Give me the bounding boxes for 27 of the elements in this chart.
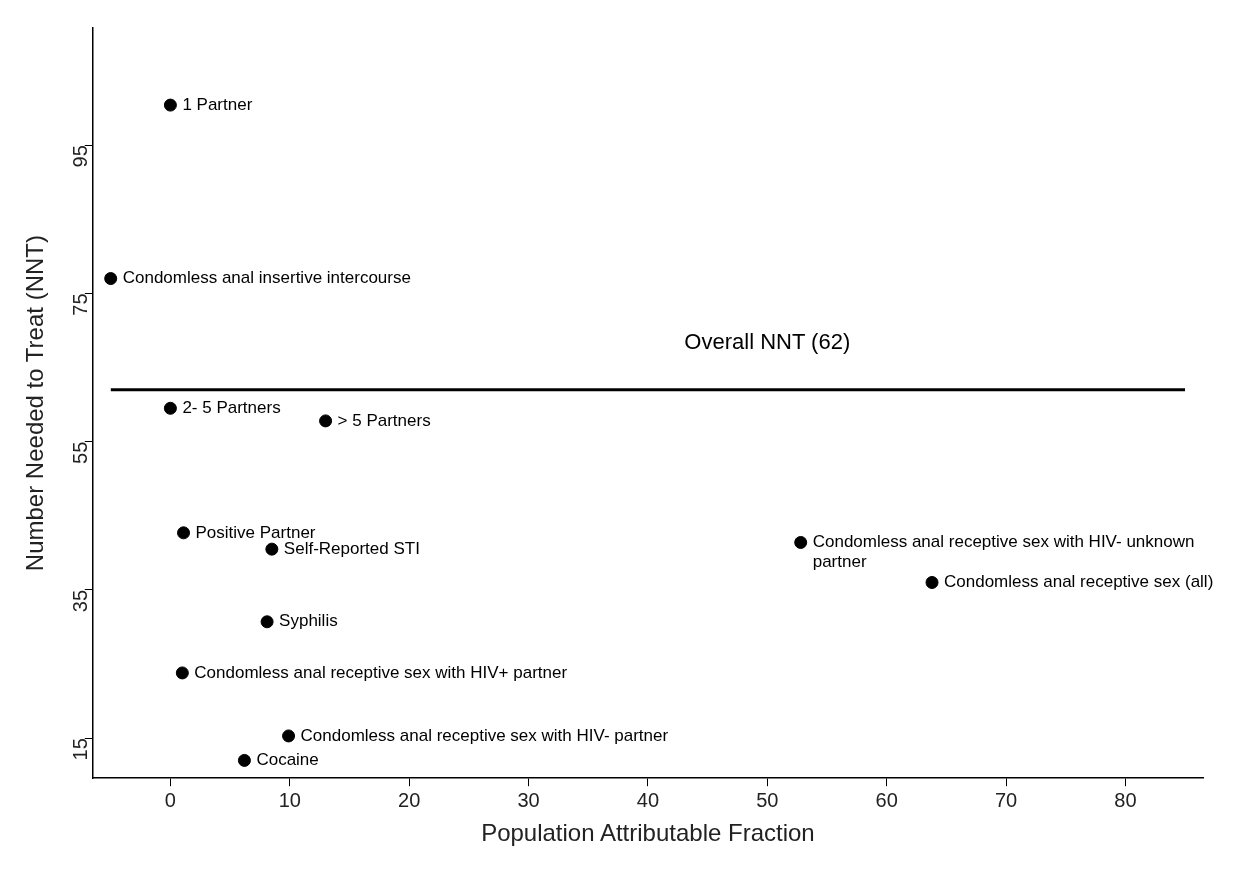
annotation: 1 Partner — [182, 94, 253, 114]
annotation: Condomless anal receptive sex (all) — [944, 572, 1214, 592]
y-tick-label: 35 — [69, 589, 92, 613]
annotation: Condomless anal insertive intercourse — [122, 268, 411, 288]
annotation: > 5 Partners — [337, 410, 431, 430]
x-tick-label: 0 — [164, 788, 176, 811]
y-tick-label: 95 — [69, 145, 92, 168]
x-tick-label: 30 — [517, 788, 540, 811]
x-tick-label: 60 — [875, 788, 898, 811]
annotation: Condomless anal receptive sex with HIV- unknown partner — [812, 532, 1195, 572]
annotation: 2- 5 Partners — [182, 397, 281, 417]
y-tick-label: 75 — [69, 293, 92, 316]
annotation: Syphilis — [279, 611, 338, 631]
annotation: Condomless anal receptive sex with HIV+ partner — [194, 662, 568, 682]
x-axis-title: Population Attributable Fraction — [481, 819, 815, 847]
x-tick-label: 20 — [398, 788, 421, 811]
annotation: Condomless anal receptive sex with HIV- partner — [300, 725, 669, 745]
x-tick-label: 10 — [278, 788, 301, 811]
x-tick-label: 40 — [636, 788, 660, 811]
annotation: Cocaine — [256, 750, 319, 770]
y-tick-label: 15 — [69, 738, 92, 761]
x-tick-label: 70 — [994, 788, 1018, 811]
x-tick-label: 50 — [756, 788, 779, 811]
y-tick-label: 55 — [69, 441, 92, 464]
y-axis-title: Number Needed to Treat (NNT) — [21, 235, 49, 572]
x-tick-label: 80 — [1114, 788, 1137, 811]
ref-line-label: Overall NNT (62) — [684, 328, 851, 354]
